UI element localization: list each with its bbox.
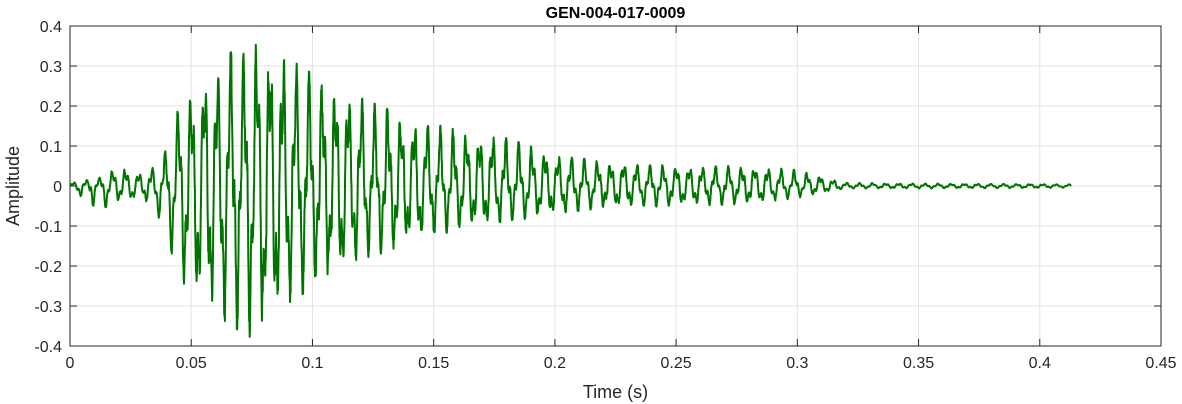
x-tick-label: 0.45 xyxy=(1145,355,1176,372)
x-tick-label: 0.15 xyxy=(418,355,449,372)
y-tick-label: 0.1 xyxy=(40,139,62,156)
x-tick-label: 0.2 xyxy=(544,355,566,372)
x-tick-label: 0.1 xyxy=(301,355,323,372)
y-tick-label: 0.3 xyxy=(40,59,62,76)
x-tick-label: 0.25 xyxy=(661,355,692,372)
y-tick-label: -0.3 xyxy=(34,299,62,316)
y-tick-label: -0.2 xyxy=(34,259,62,276)
x-tick-label: 0.05 xyxy=(176,355,207,372)
y-tick-label: 0.4 xyxy=(40,19,62,36)
x-tick-label: 0 xyxy=(66,355,75,372)
x-tick-label: 0.4 xyxy=(1029,355,1051,372)
y-tick-label: 0 xyxy=(53,179,62,196)
y-tick-label: -0.4 xyxy=(34,339,62,356)
y-tick-label: 0.2 xyxy=(40,99,62,116)
amplitude-series-line xyxy=(70,43,1073,338)
y-axis-label: Amplitude xyxy=(3,146,23,226)
x-axis-label: Time (s) xyxy=(583,382,648,402)
axes: 0 0.05 0.1 0.15 0.2 0.25 0.3 0.35 0.4 0.45 -0.4 -0.… xyxy=(34,19,1176,372)
x-tick-label: 0.35 xyxy=(903,355,934,372)
chart-title: GEN-004-017-0009 xyxy=(546,5,686,22)
y-tick-label: -0.1 xyxy=(34,219,62,236)
x-tick-label: 0.3 xyxy=(786,355,808,372)
